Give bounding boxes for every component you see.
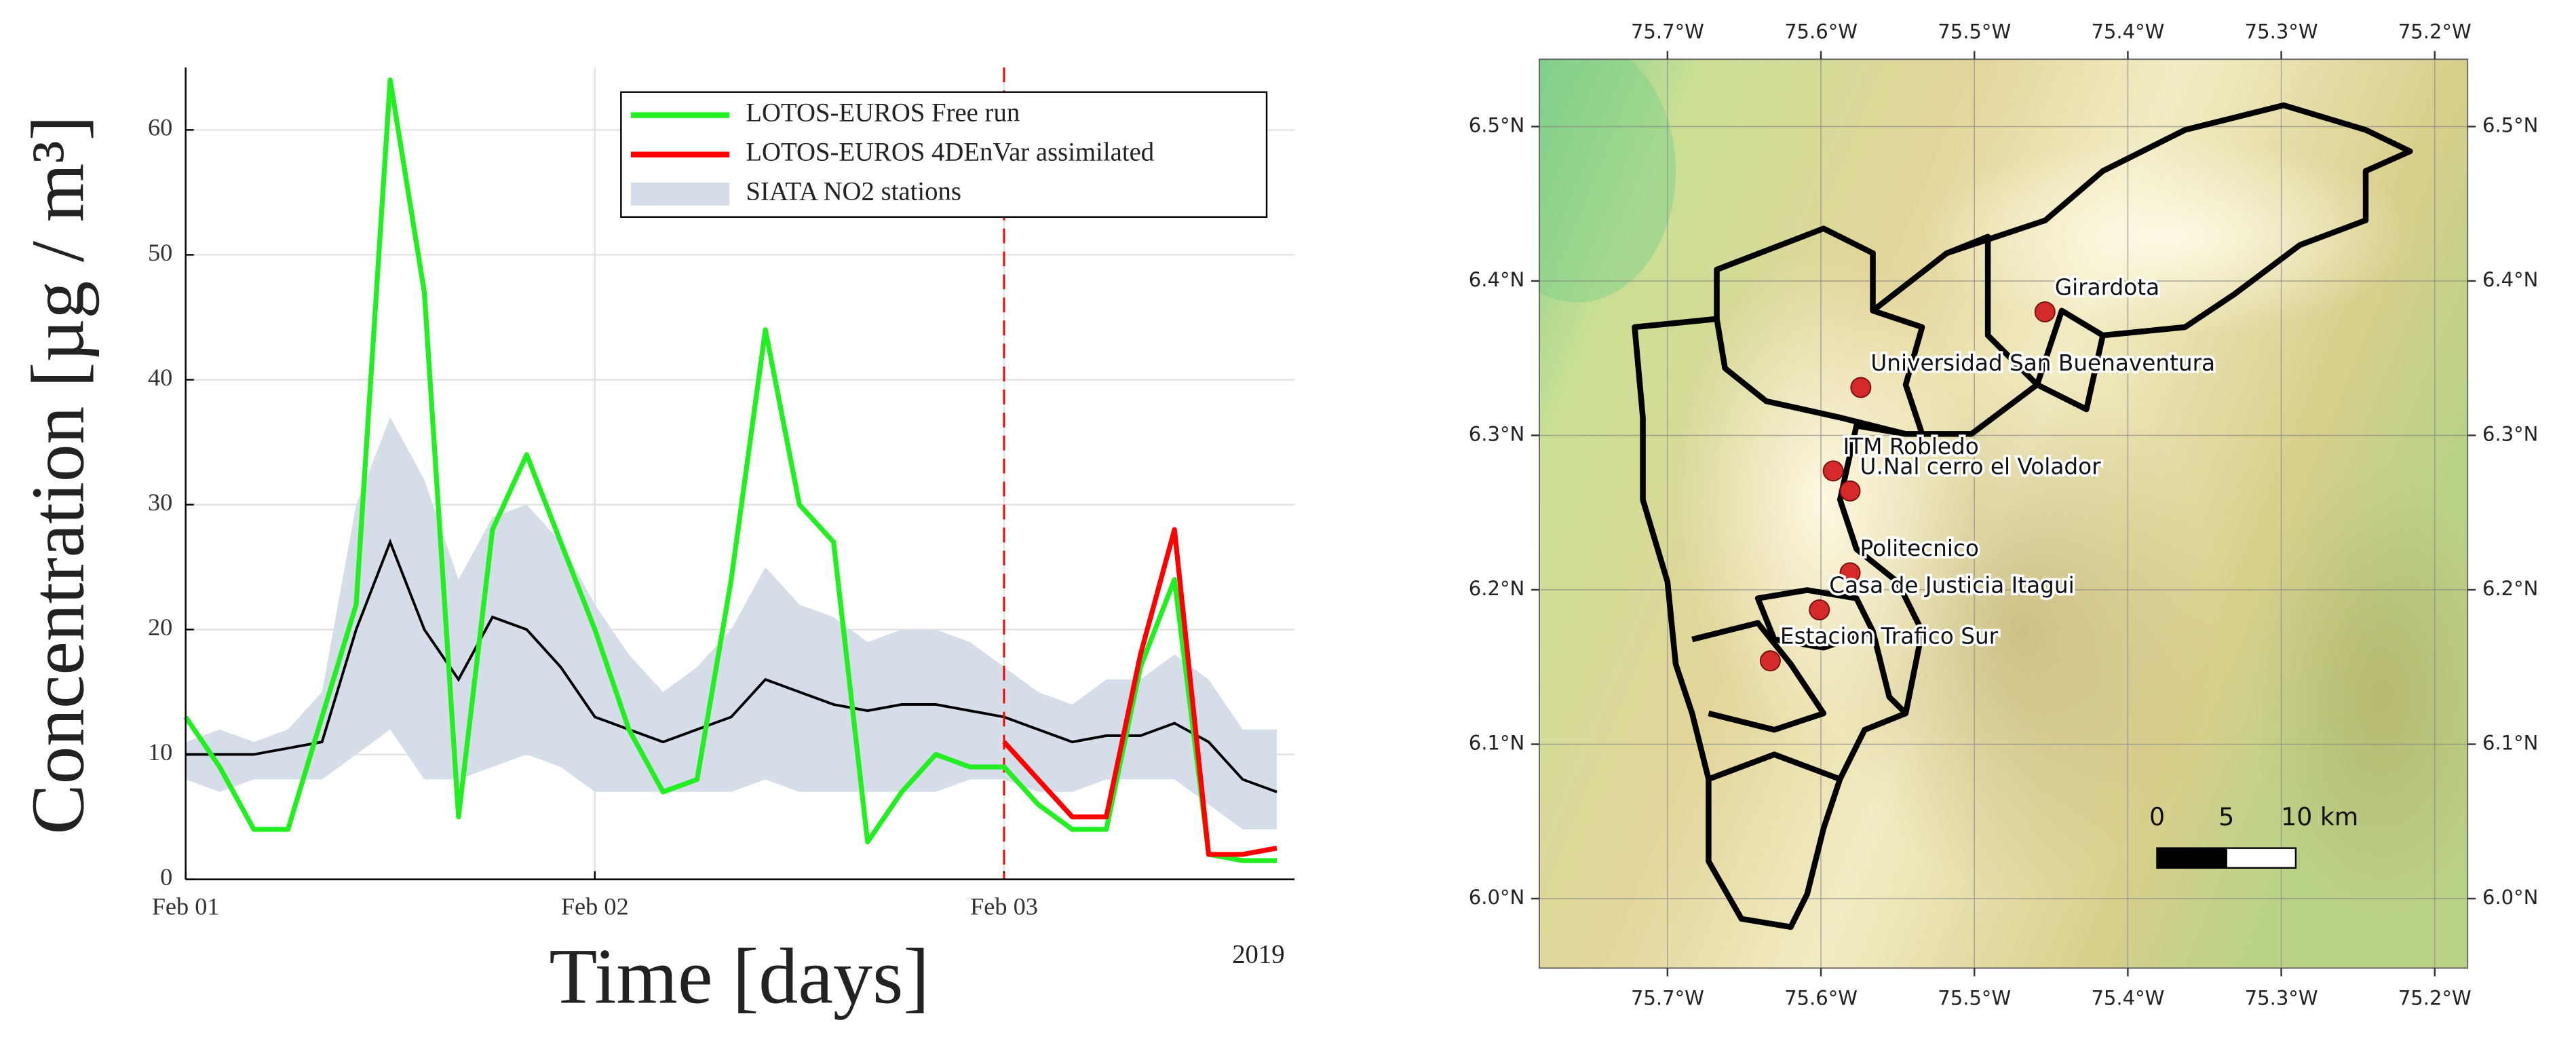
y-tick-label: 30 xyxy=(148,489,172,516)
x-tick-label: 75.7°W xyxy=(1631,20,1704,43)
station-label: Universidad San Buenaventura xyxy=(1870,350,2215,376)
terrain-shade xyxy=(2250,466,2468,927)
y-tick-label: 6.4°N xyxy=(2482,268,2538,291)
x-tick-label: Feb 03 xyxy=(970,893,1038,920)
station xyxy=(1839,480,1861,502)
map-frame xyxy=(1539,58,2469,969)
boundary xyxy=(1691,620,1827,733)
x-tick-label: 75.4°W xyxy=(2091,986,2164,1009)
y-tick-label: 50 xyxy=(148,239,172,266)
y-tick-label: 40 xyxy=(148,364,172,391)
boundary xyxy=(1632,102,2413,931)
x-tick-label: 75.2°W xyxy=(2398,986,2472,1009)
y-tick-label: 6.2°N xyxy=(2482,577,2538,600)
y-tick-label: 6.0°N xyxy=(2482,886,2538,909)
y-tick-label: 6.1°N xyxy=(2482,732,2538,755)
boundary xyxy=(1714,318,1907,437)
y-tick-label: 10 xyxy=(148,738,172,766)
station-label: Girardota xyxy=(2055,275,2159,301)
legend-label: SIATA NO2 stations xyxy=(746,177,961,206)
series-line xyxy=(1002,527,1277,857)
x-tick-label: 75.2°W xyxy=(2398,20,2472,43)
station-label: ITM Robledo xyxy=(1843,434,1979,459)
y-tick-label: 6.4°N xyxy=(1469,268,1524,291)
x-tick-label: 75.7°W xyxy=(1631,986,1704,1009)
y-tick-label: 6.1°N xyxy=(1469,732,1524,755)
x-tick-label: 75.3°W xyxy=(2245,20,2318,43)
valley xyxy=(1922,138,2415,336)
year-annotation: 2019 xyxy=(1232,939,1284,969)
y-tick-label: 20 xyxy=(148,614,172,641)
lowland xyxy=(1539,59,1676,303)
series-line xyxy=(183,77,1277,863)
terrain xyxy=(1539,59,2468,969)
boundary xyxy=(1872,307,1925,435)
y-tick-label: 6.5°N xyxy=(2482,113,2538,136)
scalebar-segment xyxy=(2225,847,2297,869)
station-label: U.Nal cerro el Volador xyxy=(1860,453,2102,479)
legend-swatch xyxy=(630,182,730,206)
y-tick-label: 6.3°N xyxy=(2482,422,2538,445)
mean-line xyxy=(185,538,1277,793)
boundary xyxy=(1707,751,1841,782)
boundary xyxy=(2034,307,2104,386)
x-tick-label: Feb 02 xyxy=(561,893,629,920)
station-label: Estacion Trafico Sur xyxy=(1780,624,1999,650)
y-tick-label: 6.5°N xyxy=(1469,113,1524,136)
municipal-boundaries xyxy=(1632,102,2413,931)
line-chart: Time [days] Concentration [µg / m³] 2019… xyxy=(16,67,1295,1020)
scalebar-label: 0 xyxy=(2149,802,2165,831)
legend-label: LOTOS-EUROS 4DEnVar assimilated xyxy=(746,138,1154,167)
map: 75.7°W 75.7°W 75.6°W 75.6°W 75.5°W 75.5°W 75.4… xyxy=(1469,20,2539,1010)
scalebar-segment xyxy=(2156,847,2227,869)
station-label: Politecnico xyxy=(1860,536,1979,561)
station xyxy=(1759,650,1781,672)
y-tick-label: 6.0°N xyxy=(1469,886,1524,909)
y-tick-label: 6.2°N xyxy=(1469,577,1524,600)
boundary xyxy=(1945,233,2039,387)
station-label: Casa de Justicia Itagui xyxy=(1829,573,2074,599)
x-tick-label: 75.6°W xyxy=(1784,986,1858,1009)
station xyxy=(2034,301,2056,322)
x-tick-label: 75.5°W xyxy=(1938,986,2011,1009)
boundary xyxy=(1870,630,1908,716)
x-tick-label: Feb 01 xyxy=(152,893,220,920)
station xyxy=(1822,460,1844,482)
y-tick-label: 6.3°N xyxy=(1469,422,1524,445)
station xyxy=(1850,377,1872,398)
y-axis-label: Concentration [µg / m³] xyxy=(16,115,100,834)
y-tick-label: 60 xyxy=(148,114,172,141)
x-tick-label: 75.5°W xyxy=(1938,20,2011,43)
legend-label: LOTOS-EUROS Free run xyxy=(746,98,1020,128)
station xyxy=(1809,599,1830,621)
scalebar-label: 5 xyxy=(2218,802,2234,831)
x-tick-label: 75.3°W xyxy=(2245,986,2318,1009)
scalebar-label: 10 km xyxy=(2281,802,2358,831)
x-tick-label: 75.6°W xyxy=(1784,20,1858,43)
x-tick-label: 75.4°W xyxy=(2091,20,2164,43)
station xyxy=(1839,562,1861,584)
x-axis-label: Time [days] xyxy=(549,933,929,1020)
y-tick-label: 0 xyxy=(160,863,172,890)
